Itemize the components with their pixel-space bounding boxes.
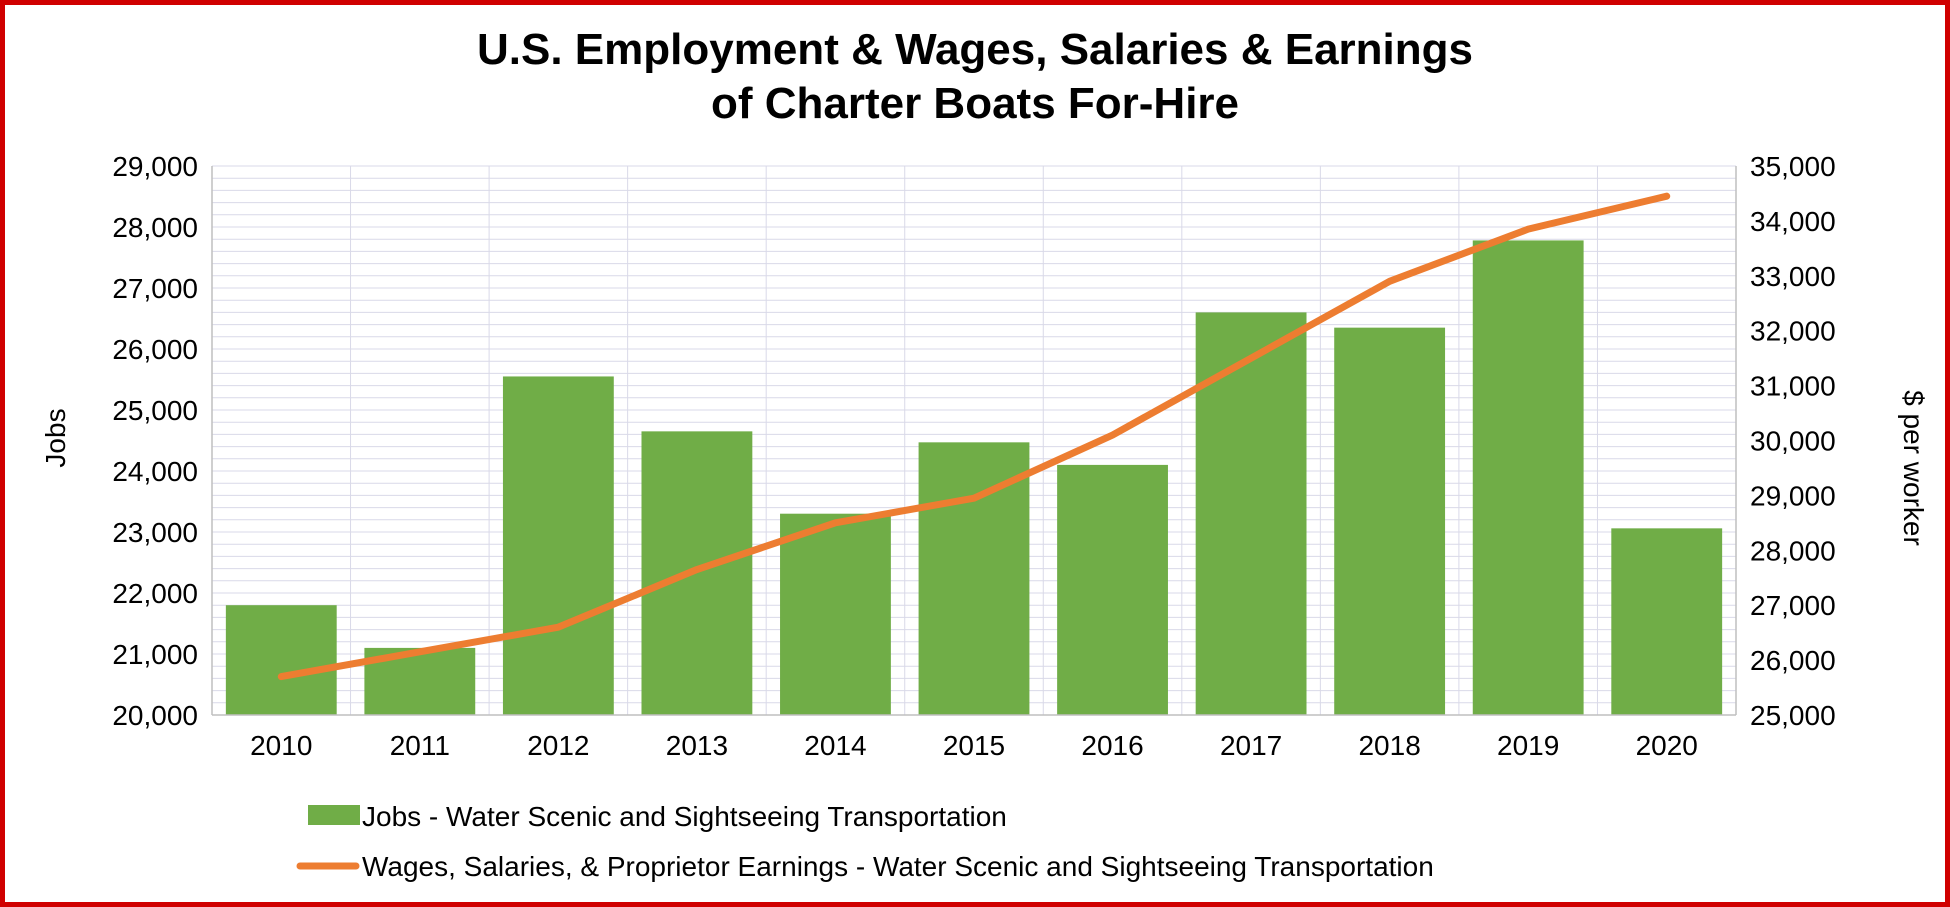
x-tick-label: 2014	[804, 730, 866, 761]
y-tick-label-right: 33,000	[1750, 261, 1836, 292]
y-tick-label-left: 22,000	[112, 578, 198, 609]
x-tick-label: 2019	[1497, 730, 1559, 761]
point-wages-2013	[696, 569, 698, 571]
bar-jobs-2012	[502, 376, 614, 715]
y-axis-title-right: $ per worker	[1898, 390, 1929, 546]
legend-label-jobs: Jobs - Water Scenic and Sightseeing Tran…	[362, 801, 1007, 832]
bar-jobs-2010	[225, 605, 337, 715]
y-tick-label-right: 31,000	[1750, 371, 1836, 402]
legend: Jobs - Water Scenic and Sightseeing Tran…	[296, 801, 1434, 882]
bar-jobs-2018	[1334, 327, 1446, 715]
point-wages-2011	[419, 651, 421, 653]
y-tick-label-left: 21,000	[112, 639, 198, 670]
y-tick-label-left: 20,000	[112, 700, 198, 731]
x-tick-label: 2015	[943, 730, 1005, 761]
x-tick-label: 2016	[1081, 730, 1143, 761]
bar-jobs-2017	[1195, 312, 1307, 715]
y-tick-label-left: 28,000	[112, 212, 198, 243]
x-tick-label: 2017	[1220, 730, 1282, 761]
bar-jobs-2015	[918, 442, 1030, 715]
bar-jobs-2014	[780, 513, 891, 715]
legend-swatch-jobs	[308, 805, 360, 825]
y-axis-title-left: Jobs	[40, 408, 71, 467]
y-tick-label-left: 27,000	[112, 273, 198, 304]
bar-jobs-2019	[1472, 240, 1584, 716]
x-tick-label: 2012	[527, 730, 589, 761]
y-tick-label-right: 25,000	[1750, 700, 1836, 731]
point-wages-2015	[973, 497, 975, 499]
point-wages-2010	[280, 676, 282, 678]
y-tick-label-left: 23,000	[112, 517, 198, 548]
y-tick-label-right: 30,000	[1750, 426, 1836, 457]
x-tick-label: 2013	[666, 730, 728, 761]
point-wages-2017	[1250, 357, 1252, 359]
y-tick-label-right: 35,000	[1750, 151, 1836, 182]
x-tick-label: 2010	[250, 730, 312, 761]
chart-title-line-1: U.S. Employment & Wages, Salaries & Earn…	[477, 25, 1473, 74]
tick-labels: 20,000 21,000 22,000 23,000 24,000 25,000 26,0…	[112, 151, 1835, 761]
point-wages-2016	[1112, 434, 1114, 436]
y-tick-label-right: 27,000	[1750, 590, 1836, 621]
y-tick-label-right: 28,000	[1750, 535, 1836, 566]
y-tick-label-right: 29,000	[1750, 480, 1836, 511]
line-wages	[277, 192, 1671, 681]
bar-jobs-2020	[1611, 528, 1723, 715]
y-tick-label-left: 24,000	[112, 456, 198, 487]
y-tick-label-right: 32,000	[1750, 316, 1836, 347]
y-tick-label-right: 34,000	[1750, 206, 1836, 237]
x-tick-label: 2011	[390, 730, 450, 761]
chart-title-line-2: of Charter Boats For-Hire	[710, 79, 1240, 128]
y-tick-label-left: 25,000	[112, 395, 198, 426]
point-wages-2019	[1527, 228, 1529, 230]
point-wages-2020	[1666, 195, 1668, 197]
y-tick-label-left: 26,000	[112, 334, 198, 365]
point-wages-2012	[557, 626, 559, 628]
y-tick-label-left: 29,000	[112, 151, 198, 182]
legend-label-wages: Wages, Salaries, & Proprietor Earnings -…	[362, 851, 1434, 882]
point-wages-2014	[834, 522, 836, 524]
bars-jobs	[225, 240, 1723, 716]
y-tick-label-right: 26,000	[1750, 645, 1836, 676]
x-tick-label: 2018	[1358, 730, 1420, 761]
bar-jobs-2016	[1057, 464, 1168, 715]
x-tick-label: 2020	[1636, 730, 1698, 761]
point-wages-2018	[1389, 280, 1391, 282]
axes	[211, 166, 1737, 716]
